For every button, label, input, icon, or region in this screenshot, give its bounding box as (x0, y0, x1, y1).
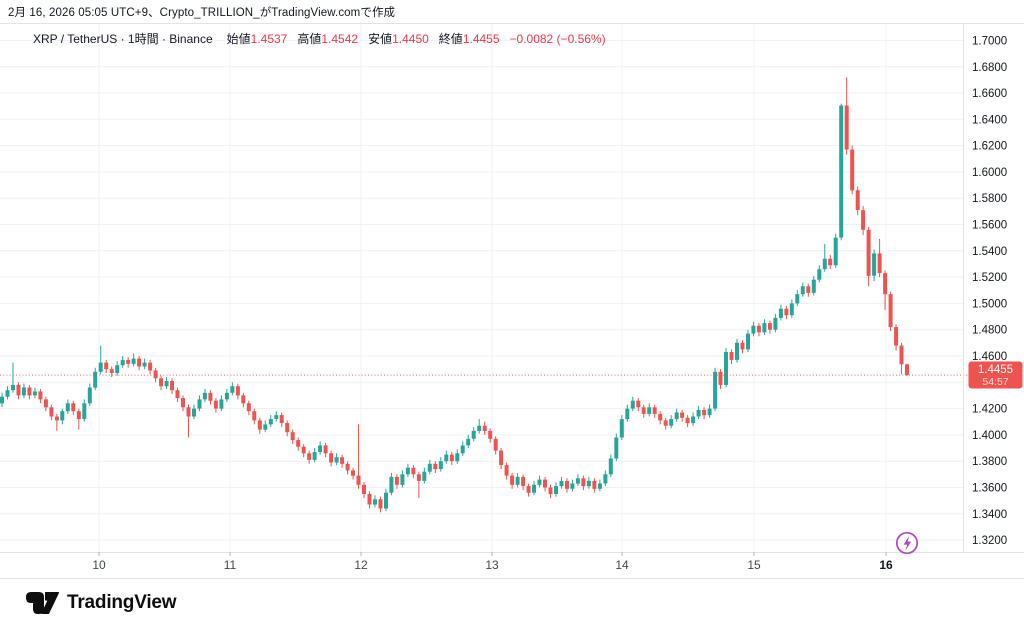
symbol-title: XRP / TetherUS · 1時間 · Binance (33, 32, 213, 46)
svg-text:1.6400: 1.6400 (972, 114, 1007, 126)
svg-text:1.5000: 1.5000 (972, 298, 1007, 310)
svg-text:14: 14 (615, 558, 629, 572)
svg-text:1.4800: 1.4800 (972, 325, 1007, 337)
svg-text:1.7000: 1.7000 (972, 36, 1007, 48)
legend-open: 始値1.4537 (226, 32, 288, 46)
chart-frame-top-border (0, 23, 1024, 24)
tradingview-logo[interactable]: TradingView (26, 591, 177, 615)
svg-text:12: 12 (354, 558, 368, 572)
tradingview-logo-icon (26, 592, 59, 614)
svg-text:1.5400: 1.5400 (972, 246, 1007, 258)
svg-text:1.5600: 1.5600 (972, 220, 1007, 232)
legend-high: 高値1.4542 (297, 32, 359, 46)
svg-text:15: 15 (747, 558, 761, 572)
svg-text:1.4000: 1.4000 (972, 430, 1007, 442)
svg-text:10: 10 (92, 558, 106, 572)
svg-text:1.6200: 1.6200 (972, 141, 1007, 153)
legend-change: −0.0082 (−0.56%) (509, 32, 606, 46)
grid-lines (0, 24, 963, 552)
candles-layer[interactable] (0, 77, 909, 513)
svg-text:1.3600: 1.3600 (972, 483, 1007, 495)
svg-text:1.5800: 1.5800 (972, 193, 1007, 205)
svg-text:1.6800: 1.6800 (972, 62, 1007, 74)
svg-text:13: 13 (485, 558, 499, 572)
svg-text:11: 11 (224, 558, 237, 572)
svg-text:1.5200: 1.5200 (972, 272, 1007, 284)
legend-close: 終値1.4455 (438, 32, 500, 46)
svg-text:16: 16 (879, 558, 893, 572)
chart-legend: XRP / TetherUS · 1時間 · Binance 始値1.4537 … (33, 30, 606, 47)
svg-text:1.4455: 1.4455 (978, 364, 1013, 376)
chart-frame-bottom-border (0, 578, 1024, 579)
attribution-text: 2月 16, 2026 05:05 UTC+9、Crypto_TRILLION_… (8, 7, 396, 19)
svg-text:1.3400: 1.3400 (972, 509, 1007, 521)
svg-text:54:57: 54:57 (982, 376, 1008, 388)
time-scale[interactable]: 10 11 12 13 14 15 16 (92, 552, 893, 572)
svg-text:1.3800: 1.3800 (972, 456, 1007, 468)
flash-button[interactable] (895, 531, 919, 555)
price-scale[interactable]: 1.7000 1.6800 1.6600 1.6400 1.6200 1.6000 1.58… (972, 36, 1007, 548)
svg-text:1.6000: 1.6000 (972, 167, 1007, 179)
candlestick-chart[interactable]: 1.7000 1.6800 1.6600 1.6400 1.6200 1.6000 1.58… (0, 23, 1024, 578)
lightning-icon (903, 535, 912, 551)
svg-text:1.3200: 1.3200 (972, 535, 1007, 547)
svg-text:1.4200: 1.4200 (972, 404, 1007, 416)
legend-low: 安値1.4450 (368, 32, 429, 46)
tradingview-logo-text: TradingView (67, 592, 177, 613)
svg-text:1.6600: 1.6600 (972, 88, 1007, 100)
svg-text:1.4600: 1.4600 (972, 351, 1007, 363)
